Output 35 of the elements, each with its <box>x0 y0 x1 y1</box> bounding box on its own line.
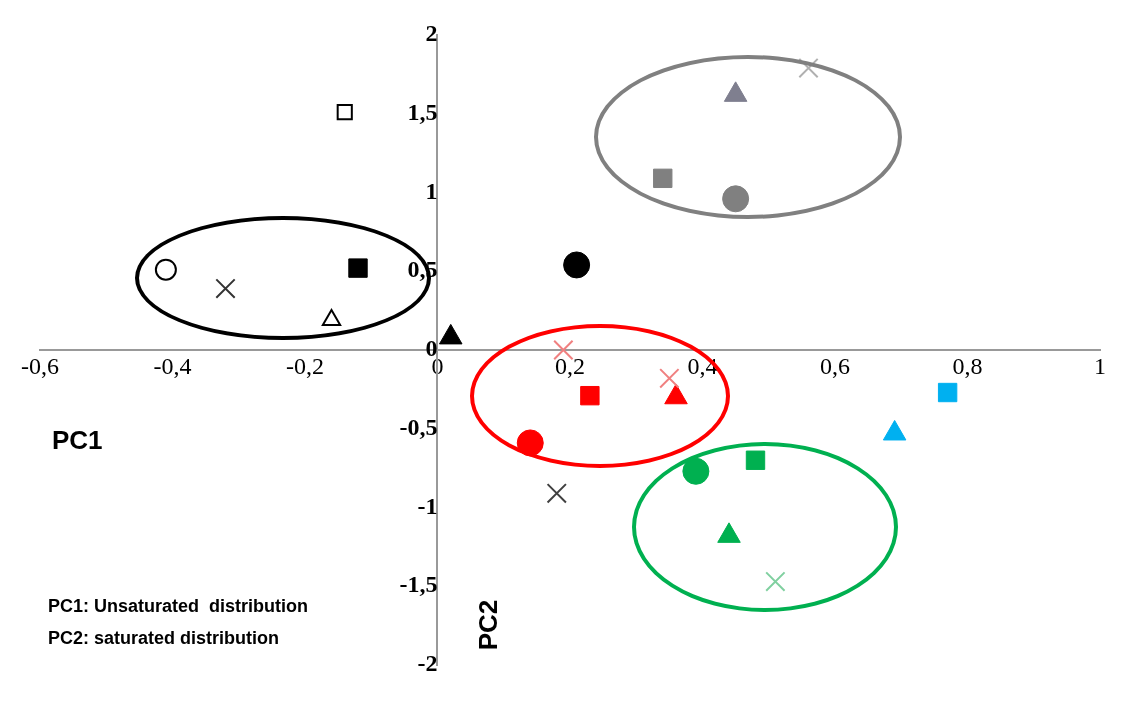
point <box>321 309 342 327</box>
x-tick-label: -0,4 <box>153 352 192 379</box>
point <box>336 104 353 121</box>
point <box>765 571 786 592</box>
point <box>553 339 574 361</box>
y-tick-label: -2 <box>417 650 438 677</box>
point <box>798 57 819 79</box>
x-tick-label: 0,6 <box>820 352 850 379</box>
point <box>563 251 591 279</box>
annotation: PC2: saturated distribution <box>48 627 280 648</box>
point <box>659 368 680 389</box>
point <box>580 385 600 406</box>
point <box>682 457 710 485</box>
point <box>215 278 236 299</box>
y-tick-label: -1 <box>417 492 438 519</box>
x-tick-label: 0,2 <box>555 352 585 379</box>
y-tick-label: 1,5 <box>407 98 438 125</box>
x-tick-label: -0,6 <box>21 352 59 379</box>
y-tick-label: -1,5 <box>399 571 438 598</box>
point <box>937 382 958 403</box>
x-axis-title: PC1 <box>52 425 103 456</box>
point <box>348 258 368 278</box>
y-tick-label: 2 <box>425 20 438 47</box>
point <box>154 258 177 281</box>
point <box>722 185 750 213</box>
y-tick-label: 1 <box>425 177 438 204</box>
point <box>546 483 567 504</box>
annotation: PC1: Unsaturated distribution <box>48 595 309 616</box>
y-tick-label: -0,5 <box>399 413 438 440</box>
x-tick-label: -0,2 <box>286 352 324 379</box>
y-axis-title: PC2 <box>473 599 504 651</box>
x-tick-label: 1 <box>1094 352 1106 379</box>
point <box>745 450 766 470</box>
x-tick-label: 0,8 <box>952 352 983 379</box>
point <box>653 168 673 189</box>
